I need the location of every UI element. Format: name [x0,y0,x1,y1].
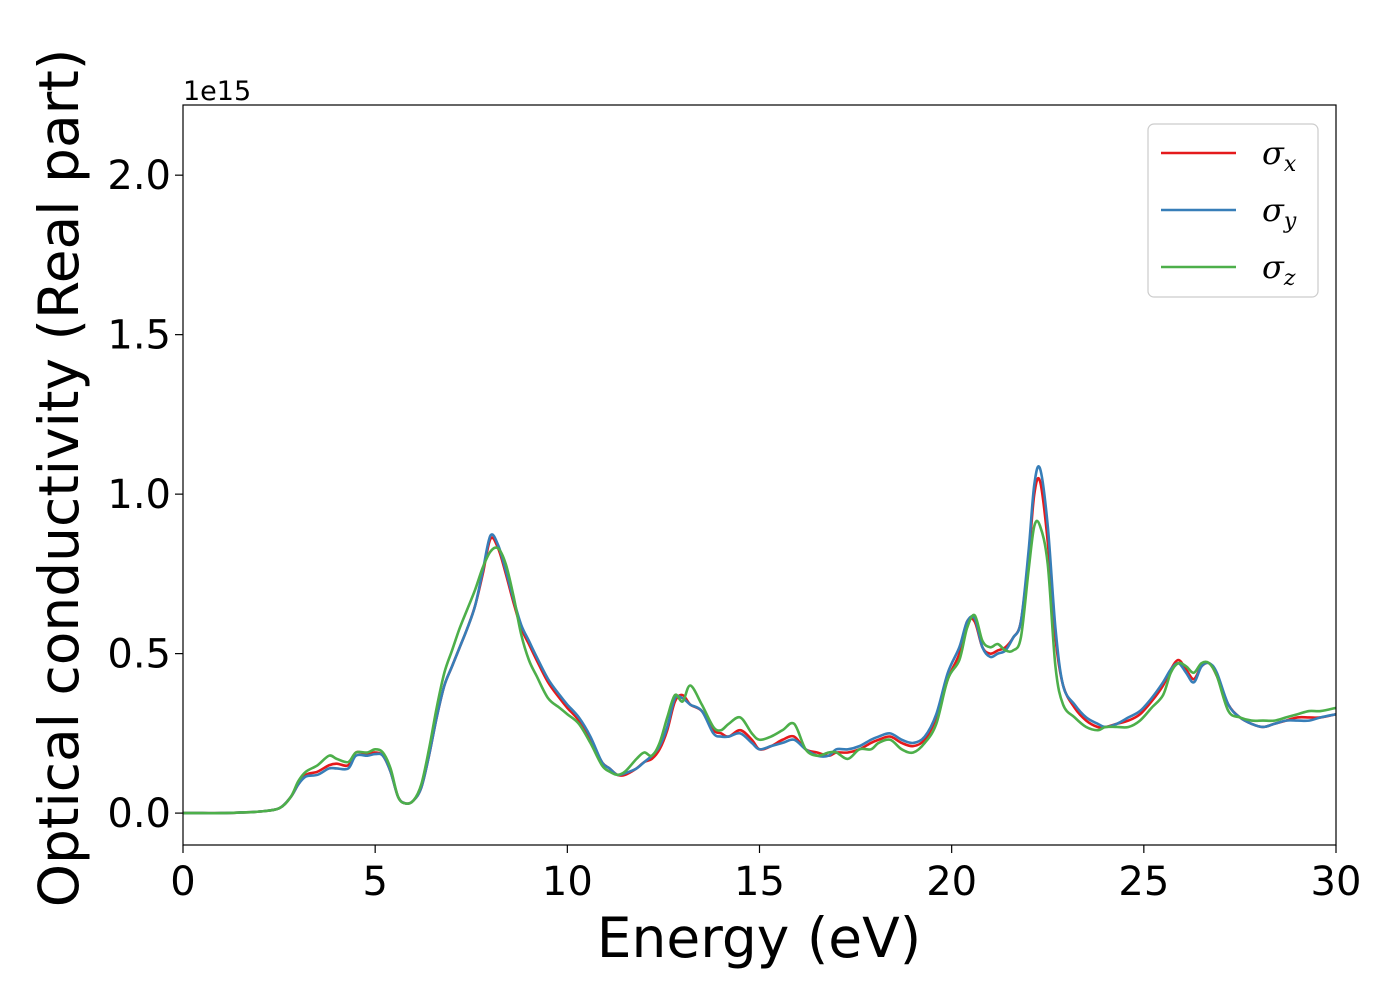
plot-area [183,464,1337,815]
y-tick-label: 1.0 [107,472,171,518]
x-tick-label: 0 [170,859,195,905]
x-tick-label: 30 [1311,859,1362,905]
axis-ticks: 0 5 10 15 20 25 30 0.0 0.5 1.0 1.5 2.0 [107,153,1361,905]
y-tick-label: 0.0 [107,791,171,837]
x-tick-label: 5 [362,859,387,905]
y-axis-label: Optical conductivity (Real part) [27,49,91,908]
legend: σx σy σz [1147,123,1319,298]
x-tick-label: 25 [1118,859,1169,905]
legend-label: σz [1262,248,1296,291]
x-axis-label: Energy (eV) [597,906,921,970]
series-line-3 [183,519,1337,815]
y-offset-label: 1e15 [183,76,251,107]
y-tick-label: 0.5 [107,632,171,678]
x-tick-label: 20 [926,859,977,905]
legend-label: σx [1262,134,1297,177]
y-tick-label: 1.5 [107,313,171,359]
x-tick-label: 15 [734,859,785,905]
y-tick-label: 2.0 [107,153,171,199]
plot-frame [182,104,1337,846]
legend-label: σy [1262,191,1297,234]
x-tick-label: 10 [542,859,593,905]
